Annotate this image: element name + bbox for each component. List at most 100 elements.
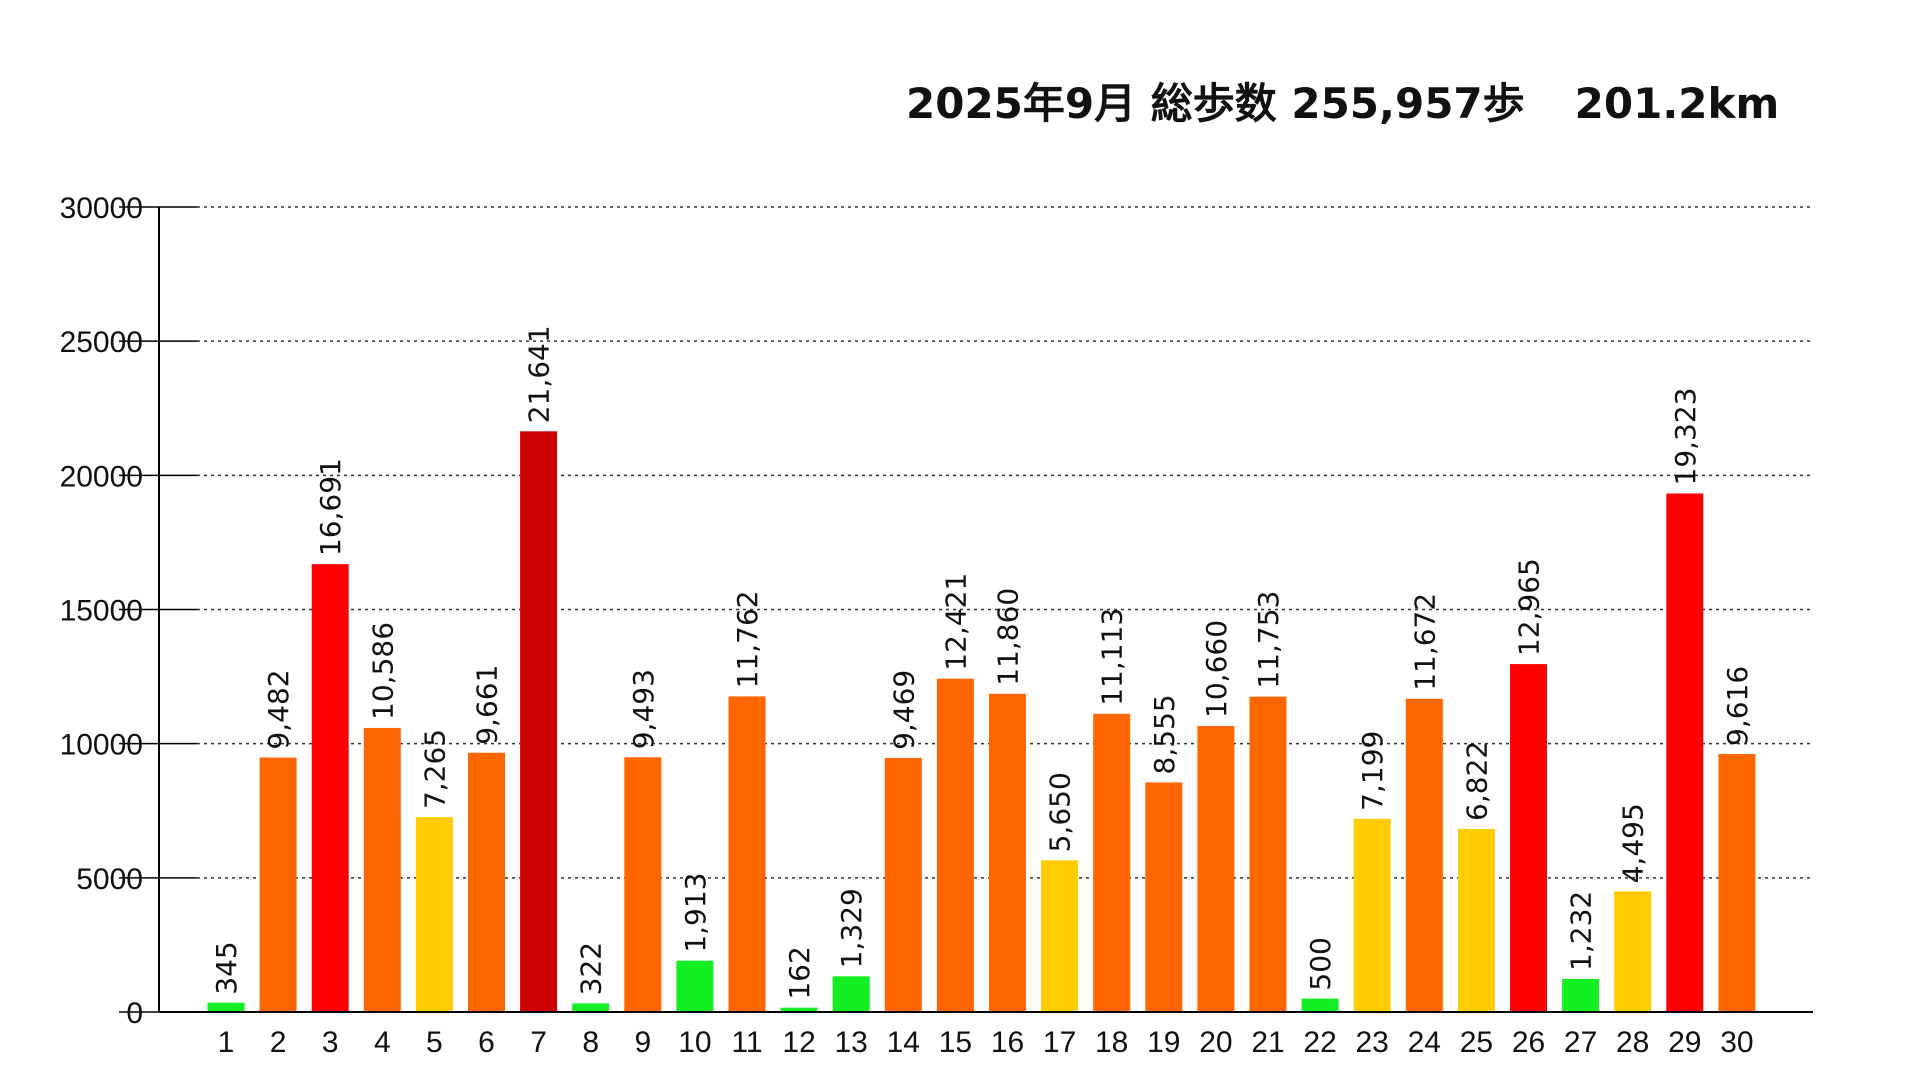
x-tick-label: 23	[1356, 1026, 1389, 1059]
x-tick-label: 1	[218, 1026, 235, 1059]
bar-day-30	[1718, 753, 1756, 1012]
x-tick-label: 8	[582, 1026, 599, 1059]
bar-day-18	[1093, 713, 1131, 1012]
value-label: 9,493	[627, 669, 660, 749]
value-label: 16,691	[314, 458, 347, 556]
bars: 345 9,482 16,691 10,586 7,265 9,661 21,641 322 9…	[207, 325, 1756, 1013]
x-tick-label: 25	[1460, 1026, 1493, 1059]
value-label: 11,753	[1252, 591, 1285, 689]
x-tick-label: 19	[1147, 1026, 1180, 1059]
bar-day-26	[1510, 664, 1547, 1012]
y-tick-label: 15000	[60, 595, 143, 628]
value-label: 8,555	[1148, 694, 1181, 774]
value-label: 500	[1304, 937, 1337, 990]
chart-title: 2025年9月 総歩数 255,957歩 201.2km	[906, 79, 1779, 128]
x-tick-label: 24	[1408, 1026, 1441, 1059]
bar-day-12	[780, 1007, 818, 1012]
x-tick-label: 20	[1199, 1026, 1232, 1059]
bar-day-22	[1301, 998, 1339, 1012]
bar-day-14	[884, 757, 922, 1012]
value-label: 1,329	[835, 888, 868, 968]
y-tick-label: 30000	[60, 192, 143, 225]
x-tick-label: 11	[731, 1026, 762, 1059]
x-tick-label: 6	[478, 1026, 495, 1059]
x-tick-label: 27	[1564, 1026, 1597, 1059]
x-tick-label: 4	[374, 1026, 391, 1059]
bar-day-9	[624, 757, 662, 1012]
value-label: 12,965	[1513, 558, 1546, 656]
bar-day-6	[468, 752, 505, 1012]
x-tick-label: 3	[322, 1026, 339, 1059]
bar-day-2	[259, 757, 297, 1012]
x-tick-label: 16	[991, 1026, 1024, 1059]
bar-day-28	[1614, 891, 1652, 1012]
chart-title-main: 2025年9月 総歩数 255,957歩	[906, 79, 1525, 128]
bar-day-17	[1041, 860, 1079, 1012]
value-label: 21,641	[523, 325, 556, 423]
value-label: 162	[783, 946, 816, 999]
y-tick-label: 10000	[60, 729, 143, 762]
value-label: 11,860	[992, 588, 1025, 686]
bar-day-7	[520, 431, 558, 1013]
x-tick-label: 17	[1043, 1026, 1076, 1059]
bar-day-15	[936, 678, 974, 1012]
value-label: 4,495	[1617, 803, 1650, 883]
value-label: 19,323	[1669, 388, 1702, 486]
bar-day-5	[415, 817, 453, 1012]
x-tick-label: 26	[1512, 1026, 1545, 1059]
x-tick-label: 9	[634, 1026, 651, 1059]
bar-day-29	[1666, 493, 1704, 1012]
y-tick-label: 0	[126, 997, 143, 1030]
x-tick-label: 28	[1616, 1026, 1649, 1059]
x-tick-label: 18	[1095, 1026, 1128, 1059]
bar-day-20	[1197, 725, 1235, 1012]
value-label: 7,265	[418, 729, 451, 809]
value-label: 9,469	[887, 670, 920, 750]
bar-day-21	[1249, 696, 1287, 1012]
bar-day-27	[1562, 978, 1600, 1012]
value-label: 5,650	[1044, 772, 1077, 852]
value-label: 11,762	[731, 590, 764, 688]
x-axis-ticks: 1 2 3 4 5 6 7 8 9 10 11 12 13 14 15 16 17 18 19 20 21 22 23 24 2…	[218, 1026, 1754, 1059]
bar-day-23	[1353, 818, 1391, 1012]
bar-day-10	[676, 960, 714, 1012]
x-tick-label: 2	[270, 1026, 287, 1059]
bar-day-19	[1145, 782, 1183, 1012]
x-tick-label: 13	[835, 1026, 868, 1059]
value-label: 9,661	[471, 665, 504, 745]
x-tick-label: 22	[1303, 1026, 1336, 1059]
x-tick-label: 15	[939, 1026, 972, 1059]
y-tick-label: 20000	[60, 460, 143, 493]
value-label: 12,421	[939, 573, 972, 671]
chart-title-distance: 201.2km	[1575, 79, 1780, 128]
value-label: 345	[210, 941, 243, 994]
bar-day-3	[311, 564, 349, 1012]
value-label: 1,232	[1565, 891, 1598, 971]
x-tick-label: 7	[530, 1026, 547, 1059]
bar-day-8	[572, 1003, 610, 1012]
bar-day-24	[1405, 698, 1443, 1012]
x-tick-label: 10	[678, 1026, 711, 1059]
x-tick-label: 12	[782, 1026, 815, 1059]
bar-day-13	[832, 976, 870, 1012]
value-label: 322	[575, 942, 608, 995]
bar-day-25	[1457, 828, 1495, 1012]
bar-day-11	[728, 696, 766, 1012]
bar-day-16	[989, 693, 1026, 1012]
value-label: 10,586	[366, 622, 399, 720]
y-tick-label: 25000	[60, 326, 143, 359]
value-label: 6,822	[1460, 741, 1493, 821]
x-tick-label: 21	[1251, 1026, 1284, 1059]
value-label: 11,672	[1408, 593, 1441, 691]
value-label: 1,913	[679, 872, 712, 952]
value-label: 9,616	[1721, 666, 1754, 746]
bar-day-1	[207, 1002, 245, 1012]
x-tick-label: 30	[1720, 1026, 1753, 1059]
bar-day-4	[363, 727, 401, 1012]
value-label: 9,482	[262, 669, 295, 749]
value-label: 10,660	[1200, 620, 1233, 718]
value-label: 11,113	[1096, 608, 1129, 706]
y-axis-ticks: 0 5000 10000 15000 20000 25000 30000	[60, 192, 197, 1030]
x-tick-label: 5	[426, 1026, 443, 1059]
